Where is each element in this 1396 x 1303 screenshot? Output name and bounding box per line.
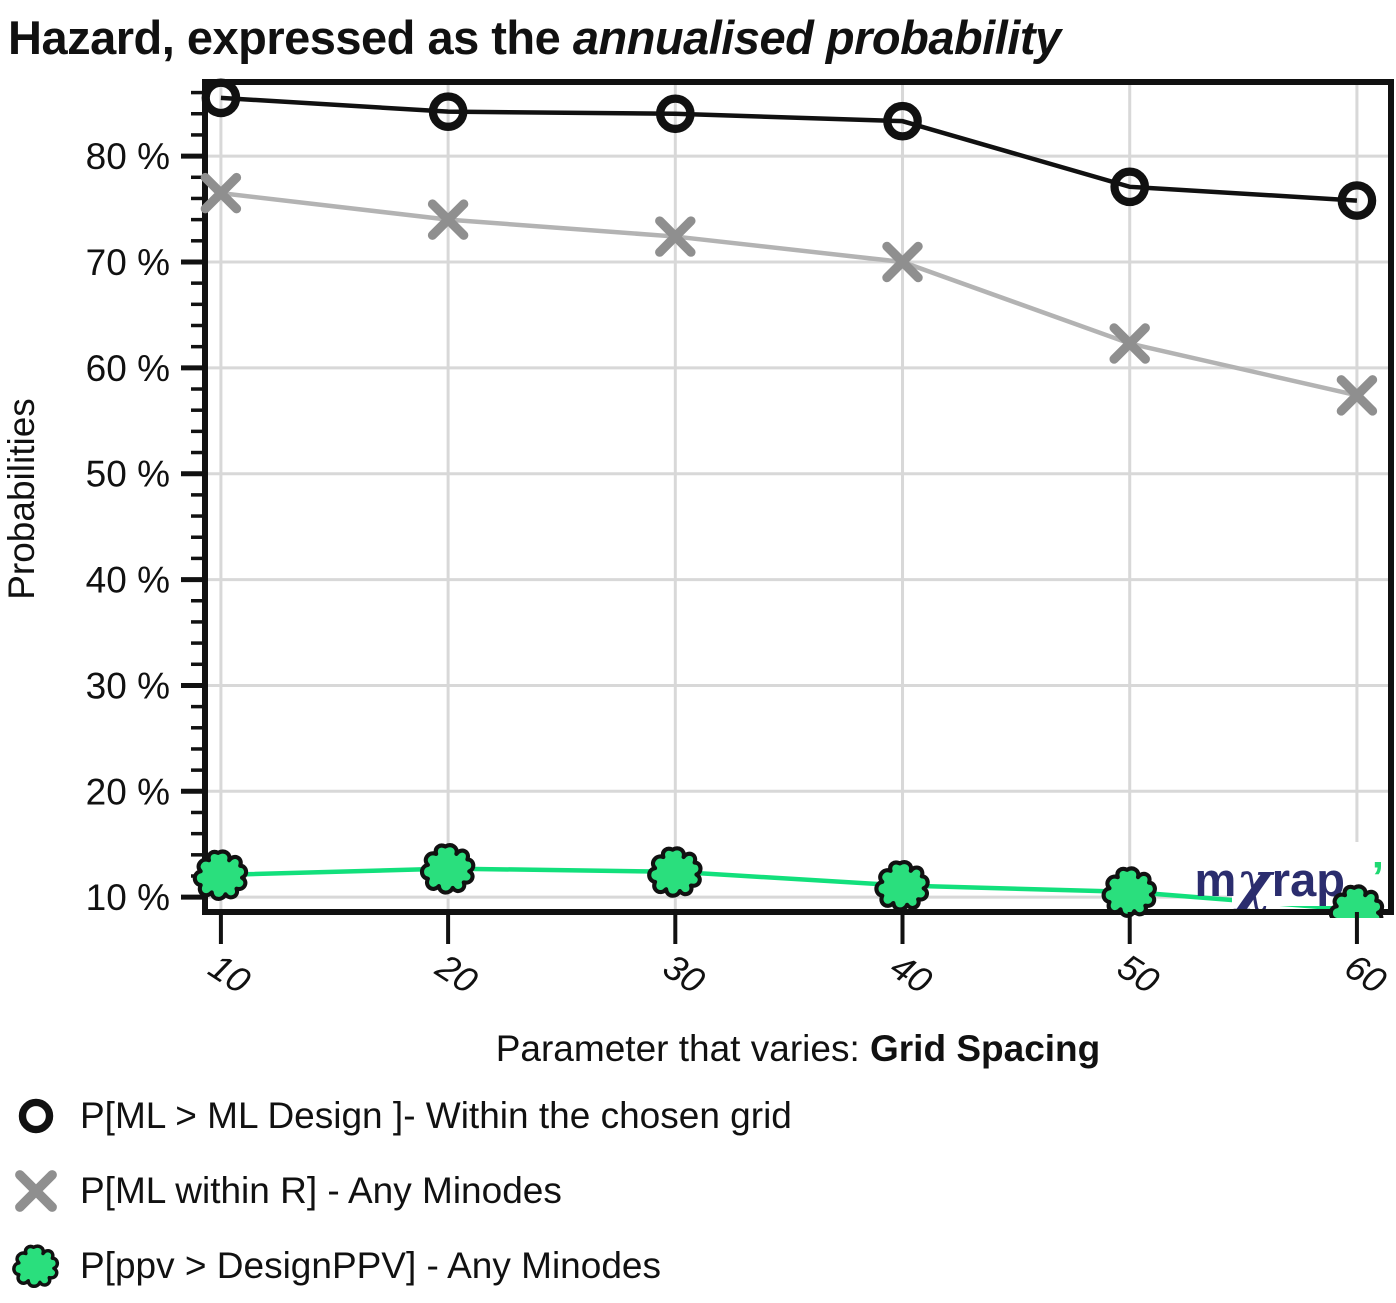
splat-marker [192, 849, 249, 901]
series-line-1 [220, 190, 1358, 398]
legend-item: P[ML > ML Design ]- Within the chosen gr… [8, 1078, 792, 1153]
splat-marker [1328, 884, 1385, 918]
y-tick-label: 30 % [86, 665, 170, 706]
series-line-2 [220, 866, 1358, 913]
ring-marker [201, 78, 241, 118]
y-tick-label: 50 % [86, 454, 170, 495]
x-tick-label: 10 [202, 945, 258, 1001]
y-tick-label: 10 % [86, 877, 170, 918]
series-line-0 [220, 95, 1358, 203]
chart-title: Hazard, expressed as the annualised prob… [8, 10, 1388, 65]
y-tick-label: 60 % [86, 348, 170, 389]
splat-marker [647, 846, 703, 898]
x-marker [882, 241, 923, 283]
series-markers [192, 78, 1385, 918]
y-axis-ticks [181, 90, 205, 900]
splat-marker [1101, 866, 1157, 918]
x-axis-ticks: 10 20 30 40 50 60 [202, 912, 1394, 1002]
svg-text:’: ’ [1372, 853, 1384, 902]
x-tick-label: 30 [656, 945, 712, 1001]
ring-marker [655, 94, 695, 134]
chart-canvas: 10 %20 %30 %40 %50 %60 %70 %80 %mχrap, ’1… [86, 78, 1394, 1002]
splat-marker [12, 1243, 60, 1288]
x-marker [655, 216, 696, 257]
y-tick-label: 70 % [86, 242, 170, 283]
y-tick-label: 40 % [86, 560, 170, 601]
legend: P[ML > ML Design ]- Within the chosen gr… [8, 1078, 792, 1303]
x-tick-label: 20 [428, 945, 485, 1002]
x-marker [1109, 323, 1150, 364]
ring-marker [883, 101, 922, 141]
x-tick-label: 50 [1111, 945, 1167, 1001]
ring-marker [1110, 167, 1150, 207]
x-marker [200, 172, 242, 214]
x-axis-title-parameter: Grid Spacing [870, 1028, 1101, 1069]
chart-title-prefix: Hazard, expressed as the [8, 11, 573, 64]
x-tick-label: 60 [1338, 945, 1394, 1001]
plot-area [205, 82, 1391, 912]
x-marker [15, 1169, 57, 1212]
legend-label: P[ppv > DesignPPV] - Any Minodes [80, 1244, 661, 1286]
ring-marker-icon [18, 1098, 54, 1133]
x-marker [427, 199, 469, 240]
chart-title-emphasis: annualised probability [572, 11, 1061, 64]
splat-marker-icon [12, 1243, 60, 1288]
y-tick-labels: 10 % 20 % 30 % 40 % 50 % 60 % 70 % 80 % [86, 136, 170, 918]
legend-label: P[ML within R] - Any Minodes [80, 1169, 562, 1211]
ring-marker [428, 92, 468, 131]
legend-item: P[ppv > DesignPPV] - Any Minodes [8, 1228, 792, 1303]
gridlines [205, 82, 1391, 912]
y-tick-label: 80 % [86, 136, 170, 177]
x-axis-title: Parameter that varies: Grid Spacing [205, 1028, 1391, 1070]
legend-item: P[ML within R] - Any Minodes [8, 1153, 792, 1228]
ring-marker [18, 1098, 54, 1133]
plot-border [202, 79, 1394, 915]
legend-label: P[ML > ML Design ]- Within the chosen gr… [80, 1094, 792, 1136]
x-tick-label: 40 [883, 945, 939, 1001]
ring-marker [1337, 181, 1377, 220]
splat-marker [874, 860, 930, 912]
splat-marker [419, 843, 476, 895]
y-tick-label: 20 % [86, 771, 170, 812]
x-marker-icon [15, 1169, 57, 1212]
x-axis-title-prefix: Parameter that varies: [495, 1028, 870, 1069]
x-marker [1336, 375, 1378, 416]
